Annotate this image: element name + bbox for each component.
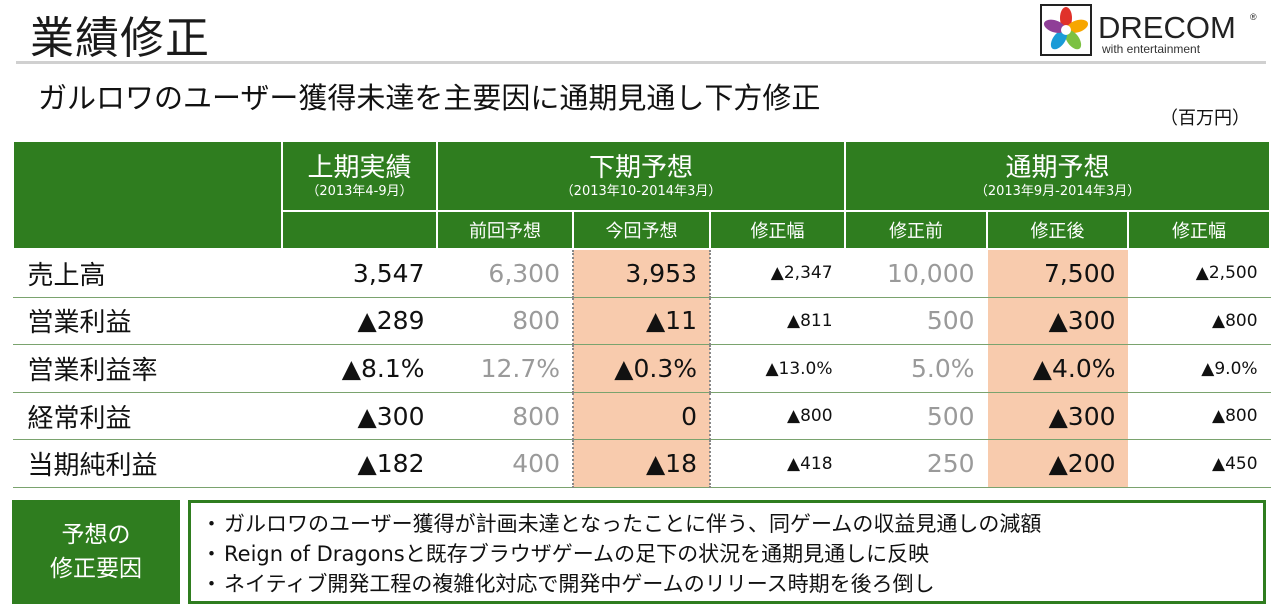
earnings-revision-table: 上期実績 （2013年4-9月） 下期予想 （2013年10-2014年3月） … (12, 140, 1272, 488)
cell-h1-actual: ▲300 (281, 391, 438, 441)
list-item: ガルロワのユーザー獲得が計画未達となったことに伴う、同ゲームの収益見通しの減額 (201, 509, 1263, 539)
header-full-year-forecast: 通期予想 （2013年9月-2014年3月） (844, 140, 1272, 212)
header-period: （2013年9月-2014年3月） (974, 183, 1141, 199)
logo-wordmark: DRECOM (1098, 10, 1236, 45)
cell-fy-before: 500 (844, 296, 988, 346)
reason-label-line1: 予想の (61, 522, 131, 548)
cell-h1-actual: 3,547 (281, 248, 438, 298)
row-label: 当期純利益 (12, 439, 283, 488)
cell-h2-diff: ▲811 (708, 296, 846, 346)
header-cur-forecast: 今回予想 (572, 210, 711, 250)
registered-mark: ® (1250, 12, 1257, 22)
cell-h2-cur: 3,953 (572, 248, 711, 298)
cell-fy-after: ▲300 (986, 391, 1129, 441)
table-row: 当期純利益 ▲182 400 ▲18 ▲418 250 ▲200 ▲450 (12, 439, 1271, 488)
cell-fy-after: ▲4.0% (986, 344, 1129, 393)
cell-fy-diff: ▲450 (1127, 439, 1271, 488)
reason-label-line2: 修正要因 (50, 556, 142, 582)
cell-h2-prev: 6,300 (436, 248, 574, 298)
header-main: 上期実績 (307, 152, 412, 183)
cell-h2-prev: 400 (436, 439, 574, 488)
header-main: 下期予想 (589, 152, 694, 183)
row-label: 経常利益 (12, 391, 283, 441)
cell-h2-diff: ▲800 (708, 391, 846, 441)
cell-h2-diff: ▲2,347 (708, 248, 846, 298)
cell-h1-actual: ▲8.1% (281, 344, 438, 393)
cell-h2-cur: ▲11 (572, 296, 711, 346)
cell-fy-before: 250 (844, 439, 988, 488)
header-h1-actual: 上期実績 （2013年4-9月） (281, 140, 438, 212)
list-item: ネイティブ開発工程の複雑化対応で開発中ゲームのリリース時期を後ろ倒し (201, 569, 1263, 599)
cell-h2-cur: ▲18 (572, 439, 711, 488)
header-after: 修正後 (986, 210, 1130, 250)
cell-h2-prev: 800 (436, 296, 574, 346)
page-title: 業績修正 (30, 13, 210, 64)
header-revision: 修正幅 (1127, 210, 1272, 250)
list-item: Reign of Dragonsと既存ブラウザゲームの足下の状況を通期見通しに反… (201, 539, 1263, 569)
cell-h2-diff: ▲13.0% (708, 344, 846, 393)
cell-h1-actual: ▲182 (281, 439, 438, 488)
row-label: 営業利益 (12, 296, 283, 346)
page-subtitle: ガルロワのユーザー獲得未達を主要因に通期見通し下方修正 (38, 81, 821, 115)
title-divider (16, 61, 1266, 64)
unit-label: （百万円） (1160, 108, 1250, 129)
header-prev-forecast: 前回予想 (436, 210, 574, 250)
revision-factors-label: 予想の 修正要因 (12, 500, 180, 604)
header-period: （2013年4-9月） (306, 183, 413, 199)
cell-fy-diff: ▲800 (1127, 296, 1271, 346)
header-revision: 修正幅 (708, 210, 847, 250)
cell-h2-cur: 0 (572, 391, 711, 441)
cell-fy-diff: ▲800 (1127, 391, 1271, 441)
drecom-logo: DRECOM ® with entertainment (1040, 4, 1270, 58)
header-period: （2013年10-2014年3月） (560, 183, 722, 199)
cell-fy-after: ▲200 (986, 439, 1129, 488)
cell-h2-prev: 12.7% (436, 344, 574, 393)
cell-fy-diff: ▲2,500 (1127, 248, 1271, 298)
cell-fy-after: ▲300 (986, 296, 1129, 346)
header-before: 修正前 (844, 210, 989, 250)
flower-logo-icon (1040, 4, 1092, 56)
cell-fy-before: 500 (844, 391, 988, 441)
header-corner (12, 140, 283, 250)
cell-h2-diff: ▲418 (708, 439, 846, 488)
cell-h1-actual: ▲289 (281, 296, 438, 346)
table-row: 売上高 3,547 6,300 3,953 ▲2,347 10,000 7,50… (12, 248, 1271, 298)
revision-factors-list: ガルロワのユーザー獲得が計画未達となったことに伴う、同ゲームの収益見通しの減額 … (188, 500, 1266, 604)
cell-fy-before: 5.0% (844, 344, 988, 393)
header-h2-forecast: 下期予想 （2013年10-2014年3月） (435, 140, 847, 212)
table-row: 経常利益 ▲300 800 0 ▲800 500 ▲300 ▲800 (12, 391, 1271, 441)
cell-h2-cur: ▲0.3% (572, 344, 711, 393)
cell-h2-prev: 800 (436, 391, 574, 441)
row-label: 売上高 (12, 248, 283, 298)
cell-fy-after: 7,500 (986, 248, 1129, 298)
header-main: 通期予想 (1005, 152, 1110, 183)
row-label: 営業利益率 (12, 344, 283, 393)
table-row: 営業利益 ▲289 800 ▲11 ▲811 500 ▲300 ▲800 (12, 296, 1271, 346)
header-blank (281, 210, 438, 250)
table-row: 営業利益率 ▲8.1% 12.7% ▲0.3% ▲13.0% 5.0% ▲4.0… (12, 344, 1271, 393)
logo-tagline: with entertainment (1102, 42, 1201, 56)
cell-fy-before: 10,000 (844, 248, 988, 298)
cell-fy-diff: ▲9.0% (1127, 344, 1271, 393)
